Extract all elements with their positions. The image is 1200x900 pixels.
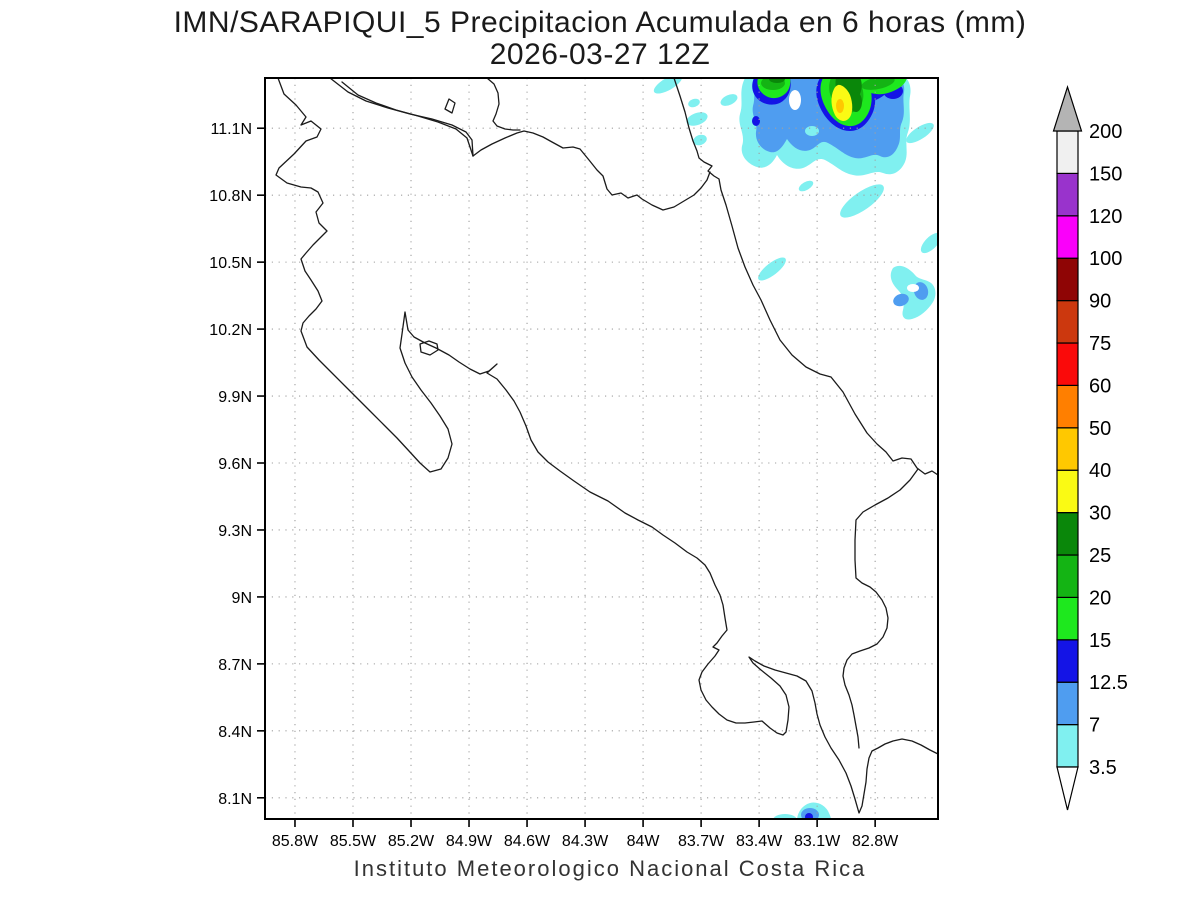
colorbar-label: 50	[1089, 418, 1111, 440]
lon-tick-label: 85.2W	[388, 833, 435, 850]
map-background	[265, 78, 938, 819]
colorbar-label: 25	[1089, 545, 1111, 567]
chart-subtitle: 2026-03-27 12Z	[489, 38, 711, 71]
colorbar-label: 150	[1089, 163, 1122, 185]
colorbar-segment	[1056, 172, 1079, 217]
colorbar-segment	[1056, 342, 1079, 387]
chira-island	[419, 340, 439, 356]
colorbar-segment	[1056, 215, 1079, 259]
lat-tick-label: 9.9N	[218, 389, 252, 406]
colorbar-label: 75	[1089, 333, 1111, 355]
nicaragua-border-line	[341, 81, 474, 157]
caption: Instituto Meteorologico Nacional Costa R…	[353, 856, 867, 881]
lat-tick-label: 9.6N	[218, 456, 252, 473]
colorbar-segment	[1056, 554, 1079, 599]
rio-san-juan	[472, 130, 711, 211]
chart-title: IMN/SARAPIQUI_5 Precipitacion Acumulada …	[173, 6, 1027, 39]
colorbar-arrow-above	[1052, 85, 1083, 132]
colorbar-label: 100	[1089, 248, 1122, 270]
precip-holes	[789, 90, 919, 292]
colorbar-segment	[1056, 130, 1079, 175]
lat-tick-label: 10.2N	[209, 322, 252, 339]
colorbar-segment	[1056, 257, 1079, 302]
colorbar-label: 12.5	[1089, 672, 1128, 694]
colorbar-segment	[1056, 639, 1079, 683]
lake-east-shore	[486, 78, 521, 131]
colorbar-label: 60	[1089, 375, 1111, 397]
coastline-layer	[275, 78, 938, 814]
colorbar-label: 15	[1089, 630, 1111, 652]
lat-tick-label: 8.4N	[218, 724, 252, 741]
colorbar-arrow-below	[1056, 766, 1079, 811]
lat-tick-label: 10.5N	[209, 255, 252, 272]
colorbar-segment	[1056, 596, 1079, 641]
precip-band-40mm	[836, 99, 844, 113]
colorbar-segment	[1056, 511, 1079, 556]
colorbar-label: 40	[1089, 460, 1111, 482]
panama-border-line	[842, 468, 919, 749]
lat-tick-label: 10.8N	[209, 188, 252, 205]
lon-tick-label: 85.8W	[272, 833, 319, 850]
lat-tick-label: 11.1N	[210, 121, 252, 138]
lon-tick-label: 84.3W	[562, 833, 609, 850]
lon-tick-label: 83.1W	[794, 833, 841, 850]
colorbar-segment	[1056, 723, 1079, 768]
colorbar-segment	[1056, 300, 1079, 344]
lon-tick-label: 82.8W	[852, 833, 899, 850]
precipitation-contours	[653, 78, 938, 819]
colorbar-label: 120	[1089, 206, 1122, 228]
lon-tick-label: 84.9W	[446, 833, 493, 850]
lat-tick-label: 9.3N	[218, 523, 252, 540]
lon-tick-label: 84W	[627, 833, 661, 850]
colorbar-label: 3.5	[1089, 757, 1117, 779]
caribbean-coastline	[673, 78, 938, 476]
pacific-coastline	[275, 78, 938, 814]
lat-tick-label: 9N	[232, 590, 252, 607]
colorbar-segment	[1056, 469, 1079, 514]
axes: 85.8W 85.5W 85.2W 84.9W 84.6W 84.3W 84W 83.7W 83…	[209, 121, 899, 850]
small-island	[444, 98, 456, 114]
colorbar-label: 20	[1089, 587, 1111, 609]
colorbar: 3.5 7 12.5 15 20 25 30 40 50 60 75 90 100 120 150 200	[1052, 85, 1128, 811]
map-frame	[264, 77, 939, 820]
colorbar-segment	[1056, 427, 1079, 471]
lon-tick-label: 83.7W	[678, 833, 725, 850]
lat-tick-label: 8.1N	[218, 791, 252, 808]
colorbar-label: 200	[1089, 121, 1122, 143]
colorbar-label: 30	[1089, 503, 1111, 525]
colorbar-segment	[1056, 384, 1079, 429]
colorbar-label: 7	[1089, 715, 1100, 737]
lon-tick-label: 83.4W	[736, 833, 783, 850]
grid-lines	[265, 78, 938, 819]
lon-tick-label: 84.6W	[504, 833, 551, 850]
lon-tick-label: 85.5W	[330, 833, 377, 850]
colorbar-segment	[1056, 681, 1079, 726]
colorbar-label: 90	[1089, 291, 1111, 313]
lat-tick-label: 8.7N	[218, 657, 252, 674]
